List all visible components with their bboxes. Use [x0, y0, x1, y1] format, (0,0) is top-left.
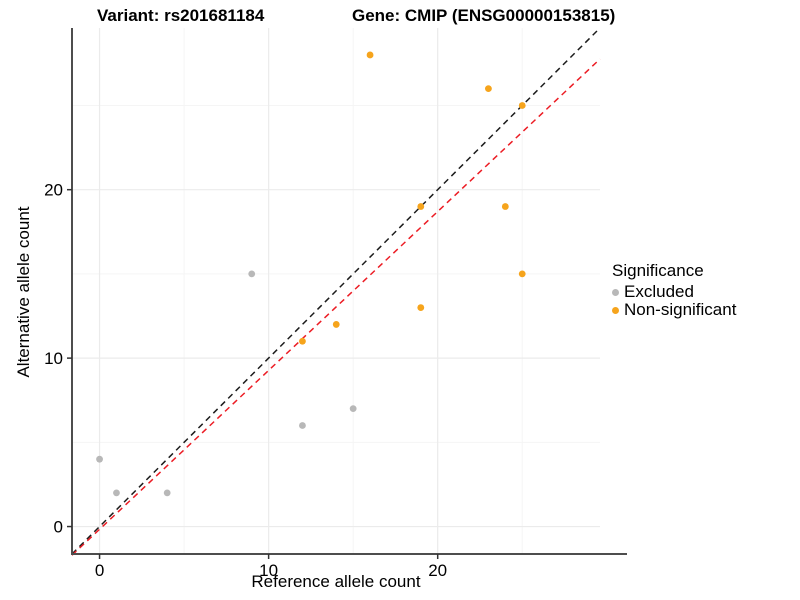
point-excluded: [349, 405, 357, 413]
legend-label: Excluded: [624, 282, 694, 301]
point-excluded: [113, 489, 120, 497]
point-non-significant: [299, 337, 306, 345]
point-non-significant: [485, 85, 492, 93]
gene-title: Gene: CMIP (ENSG00000153815): [352, 6, 616, 25]
point-non-significant: [501, 203, 509, 210]
legend-label: Non-significant: [624, 300, 737, 319]
legend-dot: [612, 288, 619, 296]
identity-line: [71, 27, 601, 555]
x-tick-label: 0: [95, 561, 104, 580]
y-tick-label: 20: [44, 181, 63, 200]
legend: Significance Excluded Non-significant: [612, 261, 736, 319]
y-tick-label: 0: [54, 518, 63, 537]
point-non-significant: [417, 203, 425, 210]
legend-title: Significance: [612, 261, 704, 280]
variant-title: Variant: rs201681184: [97, 6, 265, 25]
y-tick-label: 10: [44, 349, 63, 368]
legend-item-excluded: Excluded: [612, 282, 736, 301]
point-non-significant: [332, 321, 340, 328]
legend-item-non-significant: Non-significant: [612, 300, 737, 319]
point-non-significant: [366, 51, 374, 59]
trend-line: [71, 58, 601, 556]
point-non-significant: [518, 102, 526, 109]
legend-dot: [612, 306, 619, 314]
y-axis-title: Alternative allele count: [14, 206, 33, 378]
point-excluded: [96, 455, 103, 463]
point-excluded: [163, 489, 171, 497]
point-excluded: [248, 270, 256, 278]
point-non-significant: [518, 270, 526, 278]
x-tick-label: 20: [428, 561, 447, 580]
point-non-significant: [417, 304, 425, 311]
point-excluded: [299, 422, 306, 429]
legend-entries: Excluded Non-significant: [612, 282, 737, 319]
x-tick-label: 10: [259, 561, 278, 580]
x-axis-title: Reference allele count: [251, 572, 421, 591]
